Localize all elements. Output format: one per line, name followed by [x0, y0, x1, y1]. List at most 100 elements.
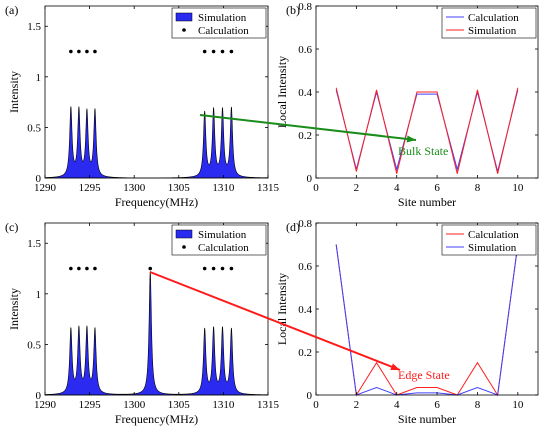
y-tick-label: 0.4 — [298, 87, 312, 99]
y-tick-label: 0.5 — [27, 122, 41, 134]
x-tick-label: 1315 — [257, 182, 280, 194]
legend-label-calculation: Calculation — [198, 242, 249, 254]
x-tick-label: 8 — [475, 182, 481, 194]
calculation-point — [93, 266, 97, 271]
calculation-point — [77, 266, 81, 271]
y-axis-label: Local Intensity — [275, 56, 289, 128]
y-tick-label: 0.2 — [298, 347, 312, 359]
x-tick-label: 4 — [394, 399, 400, 411]
x-tick-label: 0 — [313, 182, 319, 194]
x-tick-label: 1315 — [257, 399, 280, 411]
calculation-point — [211, 49, 216, 54]
series-line-simulation — [335, 87, 519, 174]
calculation-point — [211, 266, 216, 271]
y-axis-label: Intensity — [7, 71, 21, 113]
panel-c: (c) 1290 1295 1300 1305 1310 1315 0 0.5 1 1.5 Frequ… — [5, 220, 280, 426]
calculation-point — [202, 49, 207, 54]
y-tick-label: 0 — [307, 173, 313, 185]
calculation-point — [220, 49, 225, 54]
calculation-point — [229, 49, 234, 54]
calculation-point — [229, 266, 234, 271]
legend-label-calculation: Calculation — [198, 25, 249, 37]
y-tick-label: 1 — [36, 289, 42, 301]
y-tick-label: 0.8 — [298, 218, 312, 230]
calculation-point — [93, 49, 97, 54]
y-tick-label: 0.6 — [298, 44, 312, 56]
x-tick-label: 10 — [512, 182, 524, 194]
y-tick-label: 0.5 — [27, 339, 41, 351]
x-tick-label: 8 — [475, 399, 481, 411]
calculation-point — [202, 266, 207, 271]
x-tick-label: 10 — [512, 399, 524, 411]
annotations: Bulk State Edge State — [149, 114, 450, 382]
legend-label-simulation: Simulation — [468, 242, 517, 254]
panel-b: (b) 0 2 4 6 8 10 0 0.2 0.4 0.6 0.8 Site number Local … — [275, 1, 539, 209]
x-tick-label: 1300 — [123, 399, 146, 411]
simulation-spectrum-area — [44, 106, 269, 179]
legend-swatch-simulation — [175, 229, 193, 239]
axes-frame — [44, 5, 269, 179]
y-tick-label: 0.4 — [298, 304, 312, 316]
axes-frame — [44, 222, 269, 396]
x-tick-label: 1295 — [79, 399, 102, 411]
x-axis-label: Frequency(MHz) — [115, 195, 198, 209]
edge-state-arrowhead — [390, 363, 400, 370]
calculation-point — [77, 49, 81, 54]
panel-label: (d) — [286, 220, 300, 234]
legend-marker-calculation — [182, 28, 186, 32]
y-tick-label: 1.5 — [27, 238, 41, 250]
y-axis-label: Local Intensity — [275, 273, 289, 345]
panel-d: (d) 0 2 4 6 8 10 0 0.2 0.4 0.6 0.8 Site number Local … — [275, 218, 539, 426]
x-axis-label: Site number — [398, 195, 456, 209]
y-tick-label: 0 — [307, 390, 313, 402]
x-tick-label: 1290 — [34, 182, 57, 194]
calculation-point — [69, 266, 73, 271]
legend-label-simulation: Simulation — [468, 25, 517, 37]
legend-label-simulation: Simulation — [198, 12, 247, 24]
bulk-state-arrowhead — [406, 135, 416, 143]
bulk-state-label: Bulk State — [398, 144, 448, 158]
y-axis-label: Intensity — [7, 288, 21, 330]
x-tick-label: 1290 — [34, 399, 57, 411]
legend-swatch-simulation — [175, 12, 193, 22]
x-tick-label: 0 — [313, 399, 319, 411]
x-tick-label: 1295 — [79, 182, 102, 194]
legend-box — [441, 224, 537, 256]
y-tick-label: 0.8 — [298, 1, 312, 13]
calculation-point — [148, 266, 153, 271]
simulation-spectrum-area — [44, 271, 269, 396]
x-tick-label: 1310 — [212, 182, 235, 194]
y-tick-label: 0 — [36, 390, 42, 402]
legend-box — [441, 7, 537, 39]
x-tick-label: 2 — [354, 182, 360, 194]
edge-state-label: Edge State — [398, 368, 450, 382]
x-tick-label: 1300 — [123, 182, 146, 194]
panel-label: (a) — [5, 3, 18, 17]
x-axis-label: Site number — [398, 412, 456, 426]
y-tick-label: 0.6 — [298, 261, 312, 273]
y-tick-label: 0 — [36, 173, 42, 185]
x-tick-label: 1305 — [168, 182, 191, 194]
x-tick-label: 6 — [434, 182, 440, 194]
calculation-point — [85, 49, 89, 54]
panel-a: (a) 1290 1295 1300 1305 1310 1315 0 0.5 1 1.5 Frequ… — [5, 3, 280, 209]
edge-state-arrow — [149, 271, 401, 371]
y-tick-label: 0.2 — [298, 130, 312, 142]
calculation-point — [220, 266, 225, 271]
x-axis-label: Frequency(MHz) — [115, 412, 198, 426]
series-line-calculation — [335, 89, 519, 172]
bulk-state-arrow — [199, 114, 417, 141]
series-line-simulation — [335, 244, 519, 396]
x-tick-label: 4 — [394, 182, 400, 194]
y-tick-label: 1 — [36, 72, 42, 84]
legend-label-simulation: Simulation — [198, 229, 247, 241]
x-tick-label: 1305 — [168, 399, 191, 411]
calculation-point — [85, 266, 89, 271]
panel-label: (b) — [286, 3, 300, 17]
series-line-calculation — [335, 244, 519, 397]
y-tick-label: 1.5 — [27, 21, 41, 33]
calculation-point — [69, 49, 73, 54]
x-tick-label: 2 — [354, 399, 360, 411]
panel-label: (c) — [5, 220, 18, 234]
